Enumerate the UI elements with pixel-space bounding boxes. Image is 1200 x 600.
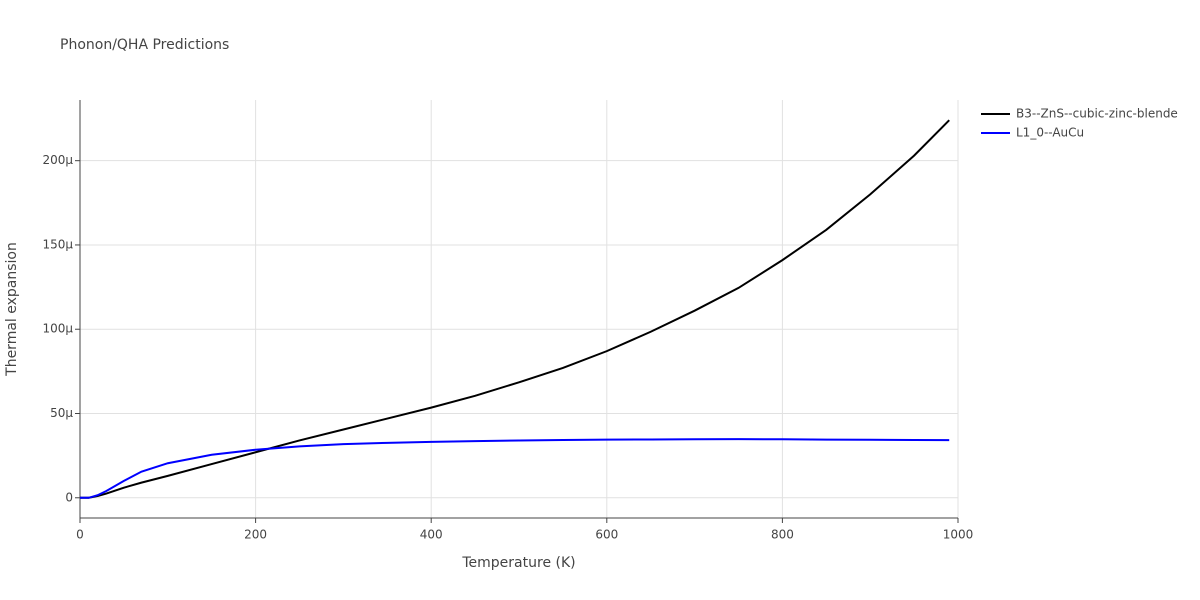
y-tick-label: 0 [65,490,73,504]
x-tick-label: 1000 [943,528,974,542]
x-tick-label: 800 [771,528,794,542]
y-tick-label: 100μ [42,322,73,336]
line-series [80,119,950,499]
legend-label: L1_0--AuCu [1016,126,1084,140]
y-tick-label: 200μ [42,153,73,167]
x-tick-label: 400 [420,528,443,542]
x-axis-title: Temperature (K) [461,555,575,571]
line-series [80,438,950,499]
y-tick-label: 150μ [42,237,73,251]
y-tick-label: 50μ [50,406,73,420]
x-tick-label: 200 [244,528,267,542]
y-axis-title: Thermal expansion [4,242,20,377]
legend-label: B3--ZnS--cubic-zinc-blende [1016,107,1178,121]
x-tick-label: 0 [76,528,84,542]
x-tick-label: 600 [595,528,618,542]
chart-title: Phonon/QHA Predictions [60,37,229,53]
